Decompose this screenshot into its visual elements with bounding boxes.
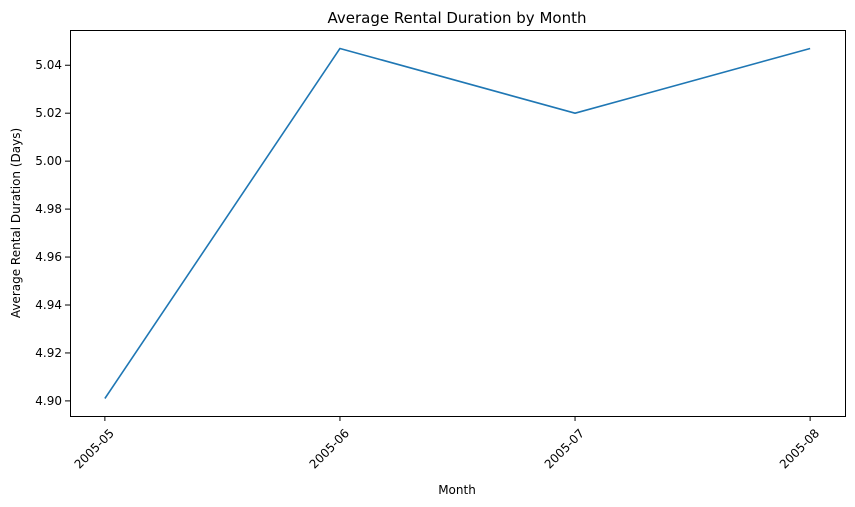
y-axis: 4.90 4.92 4.94 4.96 4.98 5.00 5.02 5.04 [35, 58, 70, 408]
x-axis-label: Month [438, 483, 476, 497]
y-tick-label: 5.04 [35, 58, 62, 72]
x-tick-label: 2005-06 [307, 426, 352, 471]
y-tick-label: 5.00 [35, 154, 62, 168]
plot-frame [70, 30, 846, 417]
y-tick-label: 4.90 [35, 394, 62, 408]
y-axis-label: Average Rental Duration (Days) [9, 128, 23, 318]
chart-title: Average Rental Duration by Month [328, 9, 587, 27]
y-tick-label: 4.94 [35, 298, 62, 312]
y-tick-label: 4.98 [35, 202, 62, 216]
x-axis: 2005-05 2005-06 2005-07 2005-08 [72, 416, 822, 472]
x-tick-label: 2005-08 [777, 426, 822, 471]
x-tick-label: 2005-07 [542, 426, 587, 471]
x-tick-label: 2005-05 [72, 426, 117, 471]
y-tick-label: 5.02 [35, 106, 62, 120]
plot-series [104, 47, 811, 399]
series-line [104, 47, 811, 399]
y-tick-label: 4.92 [35, 346, 62, 360]
y-tick-label: 4.96 [35, 250, 62, 264]
